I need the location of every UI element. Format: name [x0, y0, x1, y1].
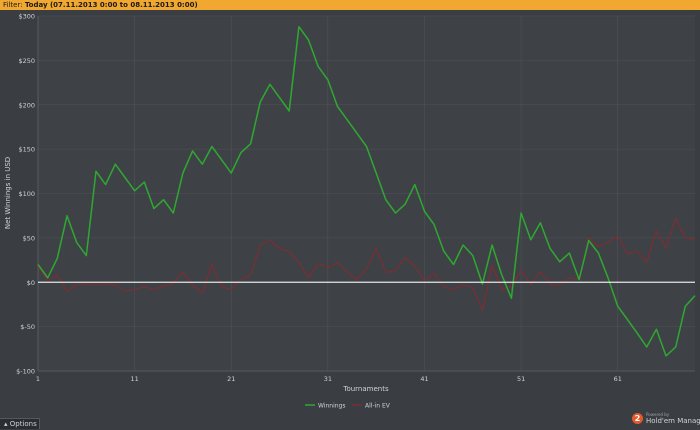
legend-label-allin-ev: All-in EV — [365, 403, 391, 410]
series-line-winnings — [37, 25, 696, 357]
y-tick-label: $-100 — [16, 368, 35, 376]
x-tick-label: 61 — [614, 375, 622, 383]
brand-name: Hold'em Manager — [646, 417, 700, 425]
triangle-up-icon: ▴ — [4, 420, 8, 428]
x-tick-label: 1 — [36, 375, 40, 383]
y-axis-title: Net Winnings in USD — [4, 157, 12, 229]
filter-bar: Filter: Today (07.11.2013 0:00 to 08.11.… — [0, 0, 700, 10]
x-tick-label: 51 — [517, 375, 525, 383]
filter-label: Filter: — [3, 1, 23, 9]
y-tick-label: $150 — [18, 146, 35, 154]
y-tick-label: $0 — [27, 279, 35, 287]
brand-powered-by: Powered by — [646, 412, 670, 417]
options-label: Options — [9, 420, 37, 428]
y-tick-label: $300 — [18, 13, 35, 21]
y-tick-label: $-50 — [20, 323, 35, 331]
filter-value[interactable]: Today (07.11.2013 0:00 to 08.11.2013 0:0… — [24, 1, 198, 9]
y-tick-label: $100 — [18, 190, 35, 198]
y-tick-label: $50 — [23, 234, 35, 242]
chart-legend: Winnings All-in EV — [305, 403, 391, 410]
holdem-manager-brand: 2 Powered by Hold'em Manager — [632, 411, 700, 429]
x-tick-label: 31 — [324, 375, 332, 383]
y-tick-label: $200 — [18, 101, 35, 109]
y-tick-label: $250 — [18, 57, 35, 65]
legend-label-winnings: Winnings — [318, 403, 345, 410]
x-tick-label: 11 — [130, 375, 138, 383]
x-axis-title: Tournaments — [342, 385, 389, 393]
x-tick-label: 41 — [420, 375, 428, 383]
hm2-logo-icon: 2 — [632, 413, 643, 424]
x-tick-label: 21 — [227, 375, 235, 383]
options-button[interactable]: ▴ Options — [0, 418, 40, 429]
